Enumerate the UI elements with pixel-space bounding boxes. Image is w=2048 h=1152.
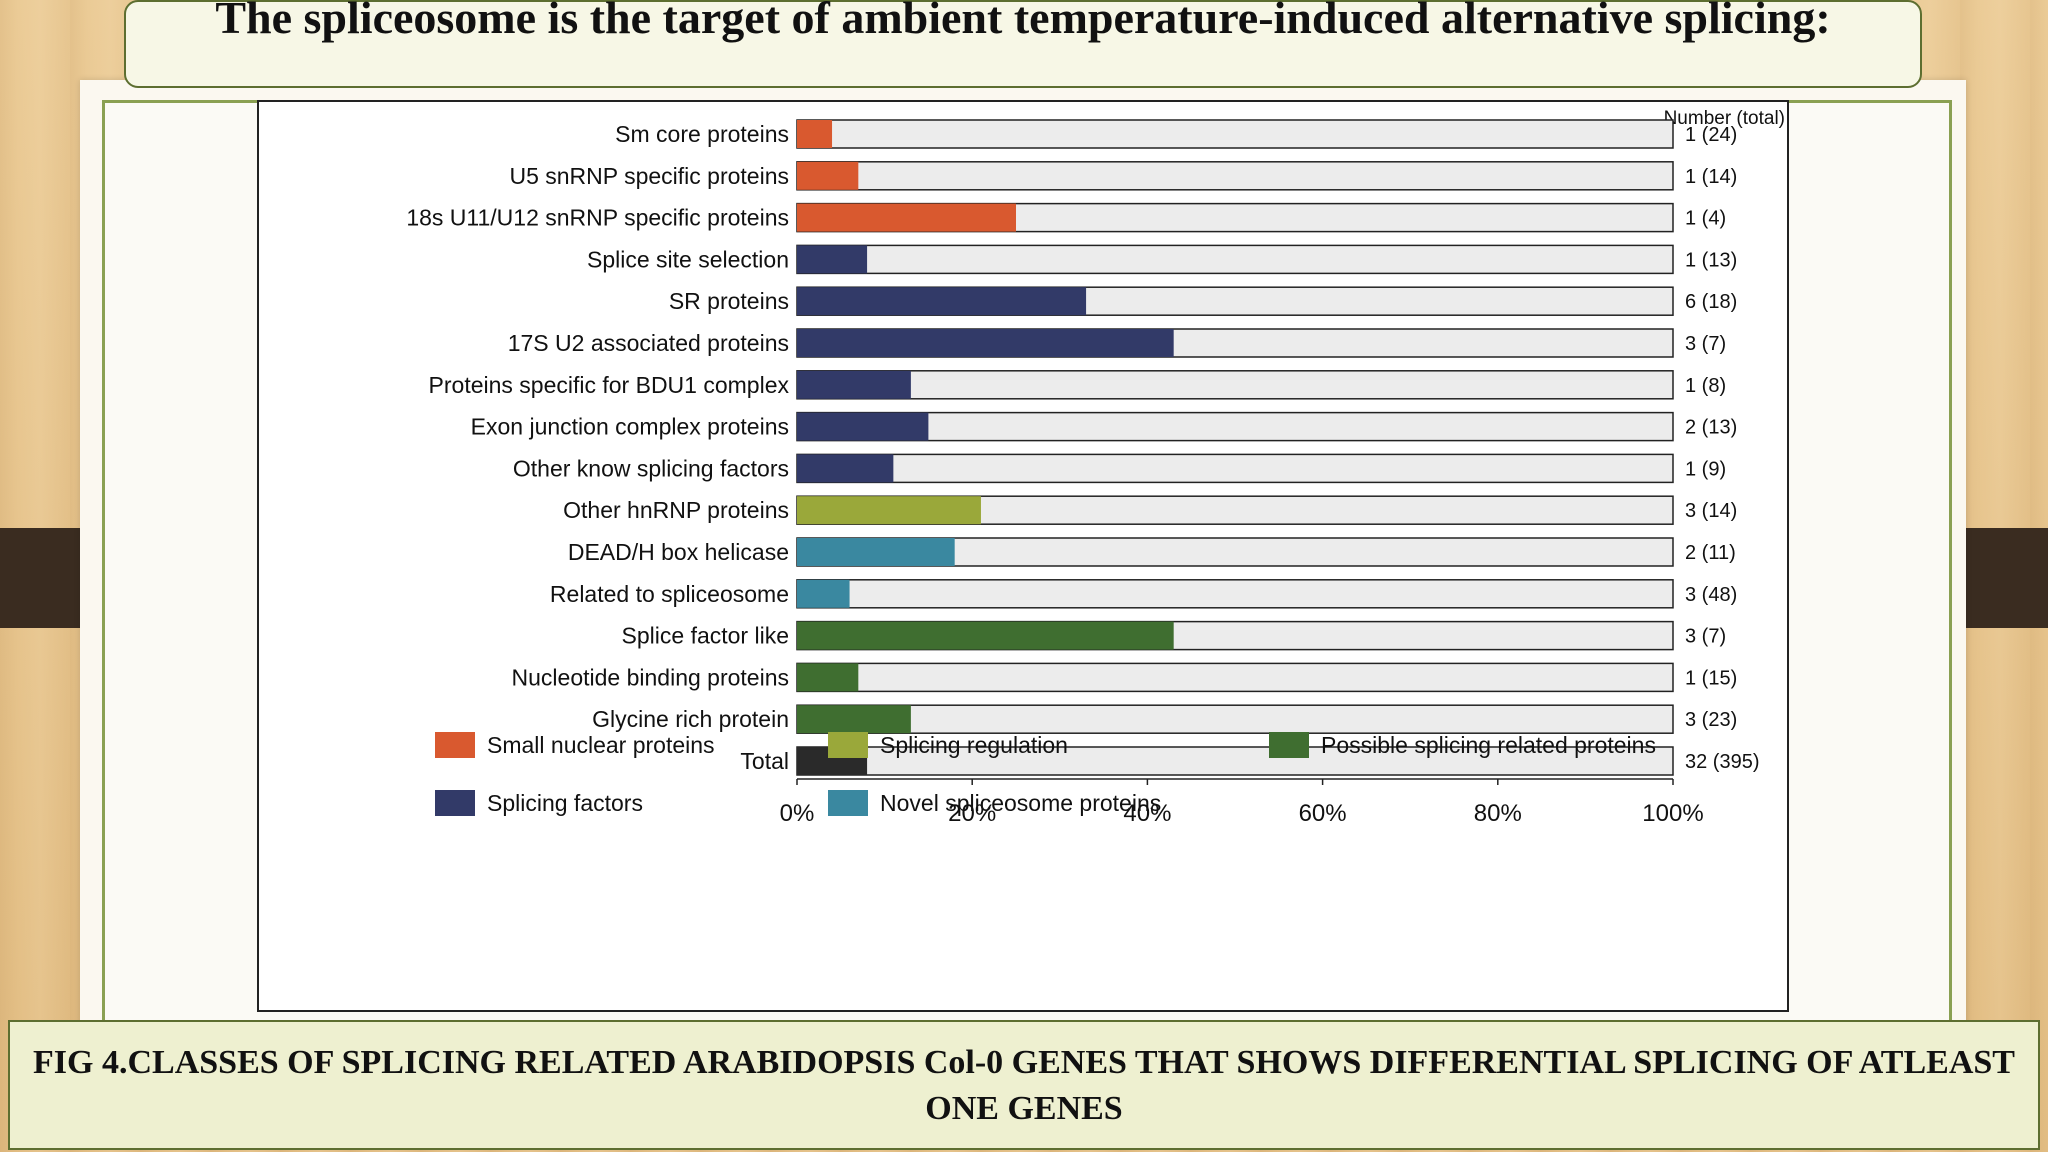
bar-background xyxy=(796,453,1674,484)
category-label: Splice site selection xyxy=(587,246,789,272)
x-tick-label: 20% xyxy=(948,800,996,827)
count-label: 3 (7) xyxy=(1685,626,1726,648)
category-label: Related to spliceosome xyxy=(550,581,789,607)
x-tick-label: 60% xyxy=(1299,800,1347,827)
count-label: 2 (13) xyxy=(1685,417,1737,439)
category-label: DEAD/H box helicase xyxy=(568,539,789,565)
category-label: 18s U11/U12 snRNP specific proteins xyxy=(406,205,789,231)
category-label: Other hnRNP proteins xyxy=(563,497,789,523)
count-label: 6 (18) xyxy=(1685,291,1737,313)
bar xyxy=(797,245,868,274)
right-header: Number (total) xyxy=(1664,108,1785,129)
category-label: Splice factor like xyxy=(622,623,789,649)
chart-frame: Number (total) Sm core proteins 1 (24) U5 s… xyxy=(257,100,1789,1012)
category-label: Proteins specific for BDU1 complex xyxy=(429,372,790,398)
count-label: 3 (23) xyxy=(1685,709,1737,731)
x-tick-label: 0% xyxy=(780,800,815,827)
bar-background xyxy=(796,579,1674,609)
bar-background xyxy=(796,161,1674,191)
legend-swatch xyxy=(435,732,475,758)
category-label: Glycine rich protein xyxy=(592,706,789,732)
category-label: U5 snRNP specific proteins xyxy=(509,163,789,189)
count-label: 1 (4) xyxy=(1685,208,1726,230)
bar-chart: Number (total) Sm core proteins 1 (24) U5 s… xyxy=(406,108,1785,827)
count-label: 1 (14) xyxy=(1685,166,1737,188)
legend-swatch xyxy=(435,790,475,816)
slide-title: The spliceosome is the target of ambient… xyxy=(215,0,1831,43)
bar xyxy=(797,705,911,734)
bar xyxy=(797,203,1016,232)
bar-background xyxy=(796,244,1674,275)
legend-label: Possible splicing related proteins xyxy=(1321,732,1656,758)
bar-background xyxy=(796,370,1674,400)
bar xyxy=(797,329,1174,357)
count-label: 32 (395) xyxy=(1685,751,1760,773)
category-label: SR proteins xyxy=(669,288,789,314)
bar-background xyxy=(796,746,1674,776)
count-label: 1 (8) xyxy=(1685,375,1726,397)
bar xyxy=(797,120,833,148)
bar xyxy=(797,496,981,525)
legend-label: Splicing regulation xyxy=(880,732,1068,758)
legend-label: Splicing factors xyxy=(487,790,643,816)
legend-swatch xyxy=(1269,732,1309,758)
legend-swatch xyxy=(828,790,868,816)
bar-background xyxy=(796,411,1674,442)
category-label: Other know splicing factors xyxy=(513,455,789,481)
bar xyxy=(797,538,955,566)
count-label: 2 (11) xyxy=(1685,542,1736,564)
x-tick-label: 80% xyxy=(1474,800,1522,827)
count-label: 3 (48) xyxy=(1685,584,1737,606)
count-label: 3 (14) xyxy=(1685,500,1737,522)
bar xyxy=(797,621,1174,650)
count-label: 1 (15) xyxy=(1685,667,1737,689)
bar xyxy=(797,579,850,608)
title-box xyxy=(124,0,1922,88)
x-tick-label: 100% xyxy=(1642,800,1703,827)
category-label: Total xyxy=(740,748,789,774)
legend-swatch xyxy=(828,732,868,758)
bar xyxy=(797,454,894,483)
bar xyxy=(797,161,859,190)
count-label: 3 (7) xyxy=(1685,333,1726,355)
figure-caption: FIG 4.CLASSES OF SPLICING RELATED ARABID… xyxy=(8,1020,2040,1150)
x-tick-label: 40% xyxy=(1123,800,1171,827)
bar xyxy=(797,663,859,692)
category-label: 17S U2 associated proteins xyxy=(508,330,789,356)
count-label: 1 (13) xyxy=(1685,249,1737,271)
count-label: 1 (9) xyxy=(1685,458,1726,480)
category-label: Sm core proteins xyxy=(615,121,789,147)
bar-background xyxy=(796,662,1674,693)
category-label: Nucleotide binding proteins xyxy=(512,664,789,690)
count-label: 1 (24) xyxy=(1685,124,1737,146)
bar-background xyxy=(796,119,1674,149)
bar-background xyxy=(796,704,1674,734)
bar xyxy=(797,370,911,399)
bar xyxy=(797,412,929,441)
bar xyxy=(797,287,1087,316)
category-label: Exon junction complex proteins xyxy=(471,414,789,440)
legend-label: Novel spliceosome proteins xyxy=(880,790,1161,816)
legend-label: Small nuclear proteins xyxy=(487,732,715,758)
